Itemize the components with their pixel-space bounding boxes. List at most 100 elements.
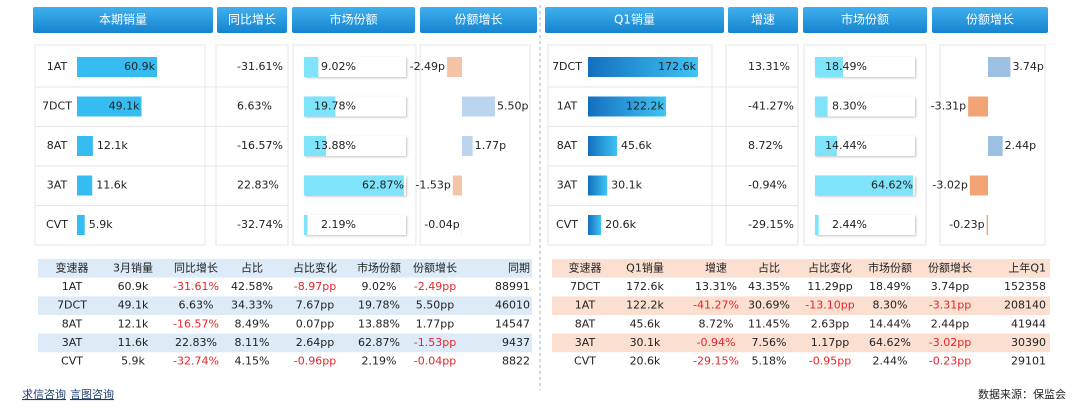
table-cell: CVT xyxy=(574,355,596,368)
row-name: 7DCT xyxy=(552,60,582,73)
table-cell: 13.31% xyxy=(695,280,737,293)
sales-label: 49.1k xyxy=(109,100,140,113)
share-label: 64.62% xyxy=(871,179,913,192)
sales-bar xyxy=(77,215,85,235)
table-cell: -31.61% xyxy=(173,280,219,293)
column-box xyxy=(547,44,713,246)
table-row-bg xyxy=(552,296,1050,315)
share-bar xyxy=(815,175,913,196)
share-change-bar xyxy=(462,136,473,156)
table-cell: 122.2k xyxy=(626,299,664,312)
table-cell: 13.88% xyxy=(358,317,400,330)
footer-link[interactable]: 言图咨询 xyxy=(70,387,114,401)
table-row-bg xyxy=(552,333,1050,353)
share-box xyxy=(304,136,406,156)
table-cell: 20.6k xyxy=(630,355,661,368)
share-box xyxy=(815,96,915,117)
table-cell: 42.58% xyxy=(231,280,273,293)
header-bg xyxy=(33,7,213,33)
column-box xyxy=(419,44,531,246)
table-cell: 62.87% xyxy=(358,336,400,349)
share-change-label: -1.53p xyxy=(415,179,450,192)
share-bar xyxy=(815,57,844,77)
table-cell: -13.10pp xyxy=(805,299,854,312)
table-cell: -1.53pp xyxy=(414,336,456,349)
header-bg xyxy=(932,7,1048,33)
table-header-bg xyxy=(552,259,1050,278)
table-cell: 14547 xyxy=(495,317,530,330)
table-cell: 3.74pp xyxy=(931,280,969,293)
share-box xyxy=(304,215,406,235)
table-header: 变速器 xyxy=(569,261,602,275)
table-cell: 8AT xyxy=(575,317,596,330)
share-label: 62.87% xyxy=(362,179,404,192)
header: 市场份额 xyxy=(841,12,889,27)
table-cell: 7DCT xyxy=(570,280,600,293)
table-cell: -3.02pp xyxy=(929,336,971,349)
header: 增速 xyxy=(751,13,775,27)
sales-label: 11.6k xyxy=(96,179,127,192)
row-name: 1AT xyxy=(557,100,578,113)
table-header: 上年Q1 xyxy=(1008,261,1046,275)
sales-label: 45.6k xyxy=(621,139,652,152)
table-header: 占比 xyxy=(758,261,780,275)
table-header: 3月销量 xyxy=(113,261,153,275)
table-cell: 1AT xyxy=(62,280,83,293)
column-box xyxy=(215,44,289,246)
table-cell: 30390 xyxy=(1011,336,1046,349)
table-cell: 6.63% xyxy=(179,299,214,312)
table-cell: 11.6k xyxy=(118,336,149,349)
table-cell: 9.02% xyxy=(362,280,397,293)
table-cell: 172.6k xyxy=(626,280,664,293)
share-bar xyxy=(304,175,404,196)
growth: -41.27% xyxy=(748,100,794,113)
table-row-bg xyxy=(38,333,532,353)
table-cell: 29101 xyxy=(1011,355,1046,368)
sales-label: 30.1k xyxy=(611,179,642,192)
sales-bar xyxy=(77,57,157,77)
share-change-label: 3.74p xyxy=(1012,60,1043,73)
share-change-label: 1.77p xyxy=(475,139,506,152)
row-name: 8AT xyxy=(47,139,68,152)
growth: 8.72% xyxy=(748,139,783,152)
share-change-bar xyxy=(969,175,988,196)
table-cell: -41.27% xyxy=(693,299,739,312)
growth: -0.94% xyxy=(748,179,787,192)
sales-label: 12.1k xyxy=(97,139,128,152)
sales-bar xyxy=(588,215,602,235)
share-bar xyxy=(304,136,327,156)
share-change-label: 5.50p xyxy=(497,100,528,113)
table-cell: 1.17pp xyxy=(811,336,849,349)
table-header: 份额增长 xyxy=(413,261,457,275)
table-header: 市场份额 xyxy=(357,261,401,275)
table-cell: 5.18% xyxy=(752,355,787,368)
table-cell: -0.95pp xyxy=(809,355,851,368)
share-box xyxy=(304,57,406,77)
row-name: 3AT xyxy=(557,179,578,192)
table-cell: -29.15% xyxy=(693,355,739,368)
sales-bar xyxy=(77,136,93,156)
growth: -16.57% xyxy=(237,139,283,152)
growth: 13.31% xyxy=(748,60,790,73)
table-cell: -0.23pp xyxy=(929,355,971,368)
share-box xyxy=(815,215,915,235)
table-cell: 14.44% xyxy=(869,317,911,330)
share-change-label: -3.02p xyxy=(932,179,967,192)
header: 份额增长 xyxy=(454,13,502,27)
footer-link[interactable]: 求信咨询 xyxy=(22,387,66,401)
table-header: 同期 xyxy=(508,262,530,275)
growth: -32.74% xyxy=(237,218,283,231)
share-change-bar xyxy=(986,215,988,235)
share-bar xyxy=(304,215,308,235)
sales-bar xyxy=(588,57,698,77)
share-bar xyxy=(815,136,837,156)
growth: 6.63% xyxy=(237,100,272,113)
share-box xyxy=(815,136,915,156)
table-cell: 45.6k xyxy=(630,317,661,330)
share-label: 8.30% xyxy=(832,100,867,113)
table-cell: 43.35% xyxy=(748,280,790,293)
share-label: 2.19% xyxy=(321,218,356,231)
table-header: 占比 xyxy=(241,261,263,275)
table-cell: 8.30% xyxy=(873,299,908,312)
column-box xyxy=(34,44,206,246)
